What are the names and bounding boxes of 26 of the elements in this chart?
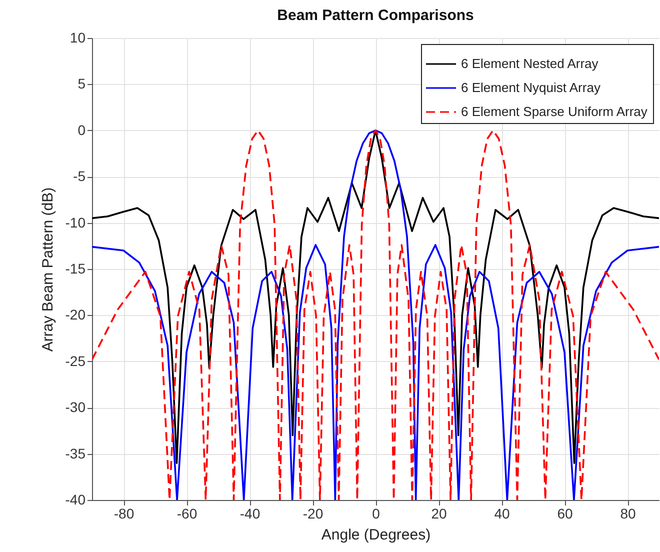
legend-label: 6 Element Nested Array bbox=[461, 56, 599, 71]
x-tick-label: -80 bbox=[114, 506, 134, 522]
x-tick-label: -60 bbox=[176, 506, 198, 522]
y-tick-label: -20 bbox=[65, 306, 86, 323]
x-tick-label: 60 bbox=[557, 506, 573, 522]
y-tick-label: -30 bbox=[65, 399, 86, 416]
x-tick-label: 40 bbox=[494, 506, 510, 522]
x-axis-title: Angle (Degrees) bbox=[321, 526, 431, 544]
y-tick-label: 10 bbox=[70, 30, 86, 46]
y-tick-label: 5 bbox=[78, 76, 86, 92]
x-tick-label: -20 bbox=[302, 506, 324, 522]
chart-title: Beam Pattern Comparisons bbox=[277, 7, 474, 24]
y-tick-label: -40 bbox=[65, 492, 86, 508]
legend-label: 6 Element Sparse Uniform Array bbox=[461, 104, 648, 119]
legend-label: 6 Element Nyquist Array bbox=[461, 80, 601, 95]
y-tick-label: -25 bbox=[65, 352, 86, 369]
y-tick-label: -15 bbox=[65, 260, 86, 276]
x-tick-label: 20 bbox=[431, 506, 447, 522]
y-tick-label: -35 bbox=[65, 445, 86, 462]
x-tick-label: 0 bbox=[372, 506, 380, 522]
y-tick-label: -5 bbox=[73, 168, 86, 184]
y-tick-label: -10 bbox=[65, 214, 86, 230]
x-tick-label: 80 bbox=[620, 506, 636, 522]
y-tick-label: 0 bbox=[78, 122, 86, 138]
x-tick-label: -40 bbox=[240, 506, 260, 522]
y-axis-title: Array Beam Pattern (dB) bbox=[39, 187, 56, 352]
